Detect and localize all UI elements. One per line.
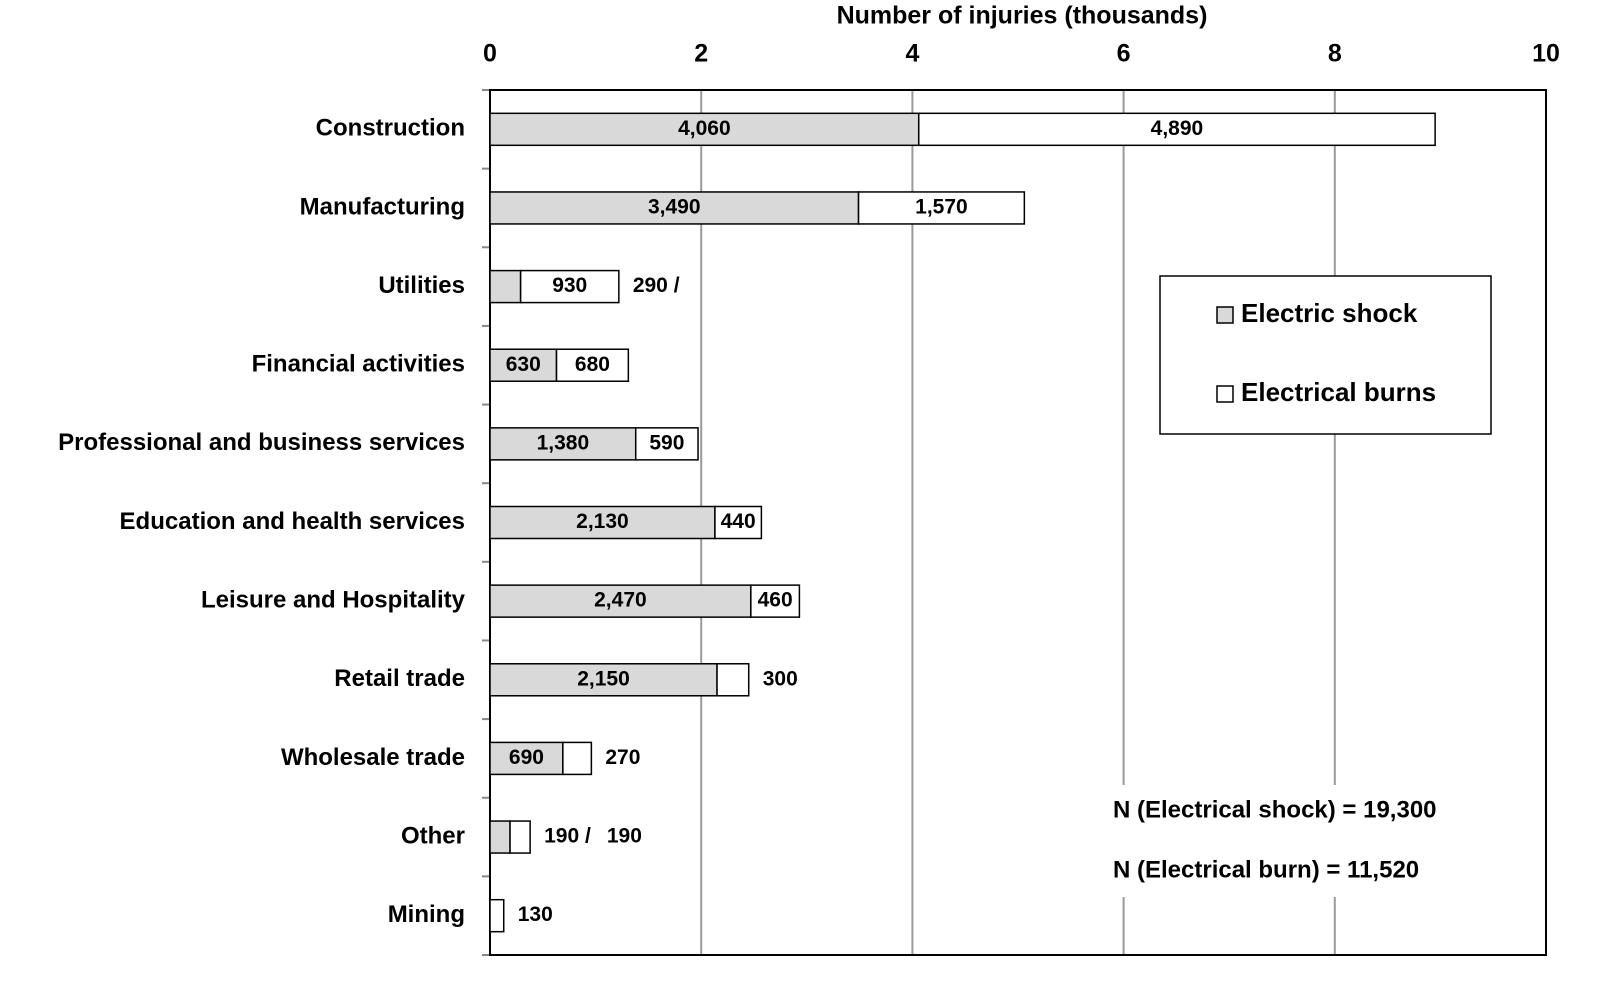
data-label: 680 [575,353,610,376]
bar-segment [716,663,750,697]
legend-swatch [1216,306,1234,324]
bar-segment [562,741,593,776]
annotation: N (Electrical burn) = 11,520 [1113,856,1419,883]
data-label: 2,130 [576,510,629,533]
data-label: 1,570 [915,196,968,219]
bar-segment [489,269,522,304]
x-tick-label: 10 [1532,40,1560,68]
bar-segment [489,505,716,540]
data-label: 690 [509,746,544,769]
data-label: 1,380 [537,431,590,454]
data-label: 4,060 [678,117,731,140]
bar-segment [917,112,1436,147]
annotation-bg [1105,785,1485,897]
y-tick-label: Mining [388,901,465,928]
data-label: 290 / [633,274,680,297]
x-tick-label: 4 [905,40,919,68]
data-label: 2,150 [577,667,630,690]
bar-segment [519,269,620,304]
data-label: 2,470 [594,589,647,612]
y-tick-label: Wholesale trade [281,744,465,771]
y-tick-label: Education and health services [120,508,465,535]
bar-segment [489,820,511,854]
data-label: 590 [649,431,684,454]
data-label: 130 [518,903,553,926]
legend-box [1159,275,1492,435]
bar-segment [750,584,801,618]
y-tick-label: Other [401,822,465,849]
x-tick-label: 0 [483,40,497,68]
bar-segment [857,191,1026,225]
data-label: 460 [758,589,793,612]
bar-segment [489,348,558,382]
bar-segment [634,427,699,461]
y-tick-label: Professional and business services [58,429,465,456]
data-label: 3,490 [648,196,701,219]
y-tick-label: Leisure and Hospitality [201,586,466,613]
bar-segment [714,505,763,540]
legend-label: Electrical burns [1241,377,1436,407]
x-tick-label: 6 [1117,40,1131,68]
data-label: 300 [763,667,798,690]
bar-segment [509,820,531,854]
data-label: 4,890 [1151,117,1204,140]
data-label: 440 [721,510,756,533]
legend-label: Electric shock [1241,298,1418,328]
annotation: N (Electrical shock) = 19,300 [1113,796,1437,823]
y-tick-label: Construction [316,115,465,142]
data-label: 630 [506,353,541,376]
x-tick-label: 8 [1328,40,1342,68]
x-tick-label: 2 [694,40,708,68]
data-label: 270 [605,746,640,769]
y-tick-label: Financial activities [252,351,465,378]
data-label: 930 [552,274,587,297]
data-label: 190 [607,825,642,848]
bar-segment [489,741,564,776]
y-tick-label: Utilities [378,272,465,299]
x-axis-title: Number of injuries (thousands) [837,2,1208,30]
legend-swatch [1216,385,1234,403]
y-tick-label: Manufacturing [300,193,465,220]
bar-segment [489,898,505,933]
bar-segment [555,348,630,382]
data-label: 190 / [544,825,591,848]
bar-segment [489,427,637,461]
bar-segment [489,663,718,697]
y-tick-label: Retail trade [334,665,465,692]
